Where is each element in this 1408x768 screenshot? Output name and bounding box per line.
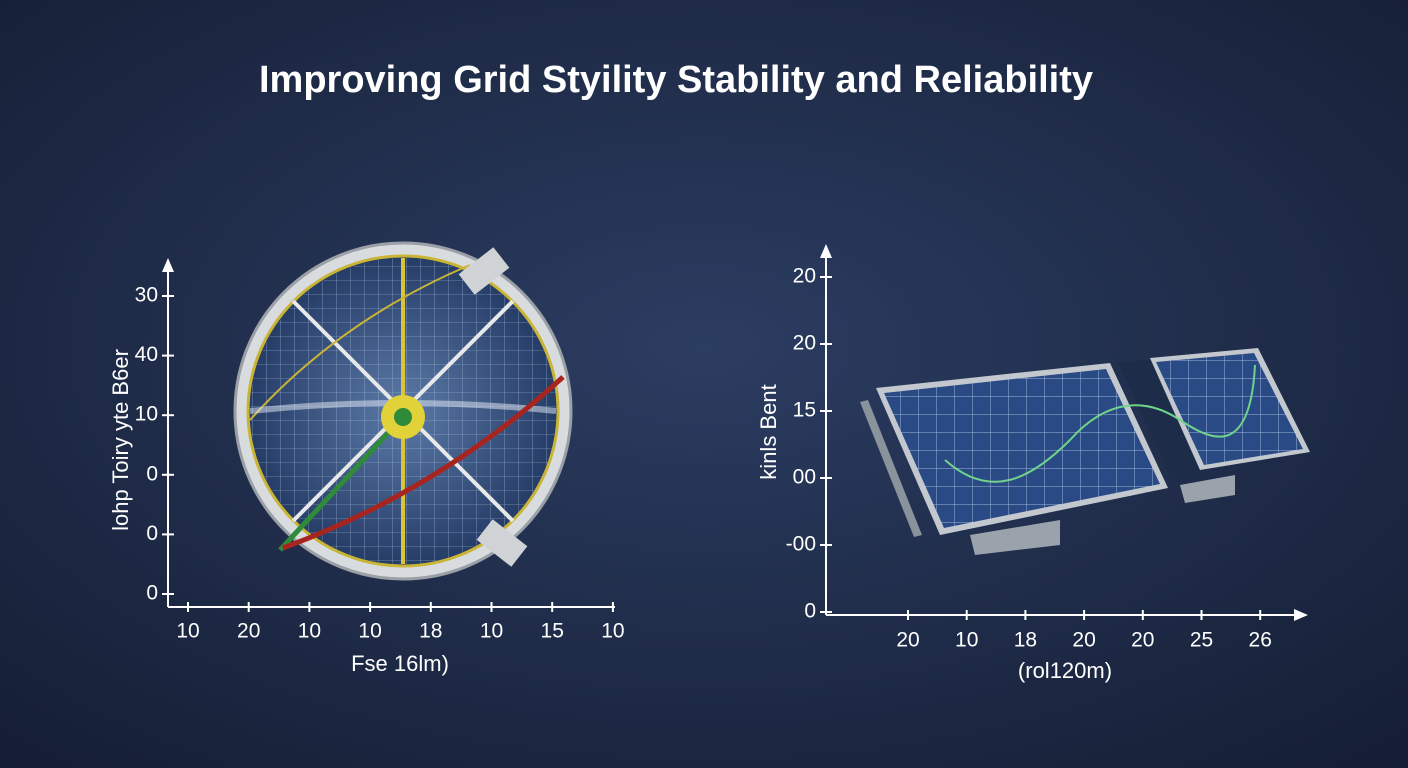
y-tick-label: 20 <box>793 332 816 355</box>
x-tick-label: 25 <box>1190 629 1213 652</box>
x-axis-label: Fse 16lm) <box>351 651 449 676</box>
x-tick-label: 10 <box>480 620 503 643</box>
x-tick-label: 20 <box>1072 629 1095 652</box>
x-tick-label: 26 <box>1249 629 1272 652</box>
y-tick-label: 40 <box>135 343 158 366</box>
x-tick-label: 10 <box>298 620 321 643</box>
arrowhead <box>162 258 174 272</box>
y-tick-label: 10 <box>135 403 158 426</box>
x-tick-label: 20 <box>1131 629 1154 652</box>
right-axes <box>825 255 1296 616</box>
x-tick-label: 20 <box>237 620 260 643</box>
x-tick-label: 18 <box>1014 629 1037 652</box>
y-tick-label: 0 <box>146 522 158 545</box>
arrowhead <box>1294 609 1308 621</box>
arrowhead <box>820 244 832 258</box>
left-axes <box>167 268 615 608</box>
y-tick-label: -00 <box>786 533 816 556</box>
x-axis-label: (rol120m) <box>1018 658 1112 683</box>
x-tick-label: 18 <box>419 620 442 643</box>
x-tick-label: 10 <box>176 620 199 643</box>
gauge <box>233 241 573 581</box>
solar-panels <box>860 348 1310 555</box>
x-tick-label: 10 <box>358 620 381 643</box>
y-tick-label: 0 <box>804 600 816 623</box>
y-tick-label: 30 <box>135 284 158 307</box>
x-tick-label: 10 <box>601 620 624 643</box>
y-axis-label: kinls Bent <box>756 384 781 479</box>
y-tick-label: 00 <box>793 466 816 489</box>
page-title: Improving Grid Styility Stability and Re… <box>259 59 1093 101</box>
y-tick-label: 20 <box>793 265 816 288</box>
x-tick-label: 10 <box>955 629 978 652</box>
x-tick-label: 15 <box>541 620 564 643</box>
y-tick-label: 15 <box>793 399 816 422</box>
x-tick-label: 20 <box>896 629 919 652</box>
y-tick-label: 0 <box>146 582 158 605</box>
y-axis-label: lohp Toiry yte B6er <box>108 349 133 531</box>
y-tick-label: 0 <box>146 462 158 485</box>
